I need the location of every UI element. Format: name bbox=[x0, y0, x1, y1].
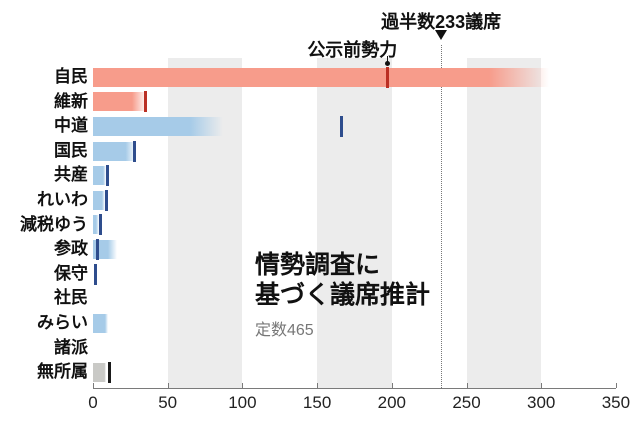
pre-election-tick bbox=[94, 263, 98, 285]
party-rows: 自民維新中道国民共産れいわ減税ゆう参政保守社民みらい諸派無所属 bbox=[0, 65, 640, 385]
party-row: 減税ゆう bbox=[0, 213, 640, 238]
x-axis-label: 100 bbox=[228, 393, 257, 412]
party-row: 諸派 bbox=[0, 336, 640, 361]
chart-title-line1: 情勢調査に bbox=[255, 251, 381, 279]
x-axis-tick bbox=[167, 383, 169, 388]
party-label: 参政 bbox=[54, 239, 88, 259]
x-axis-label: 0 bbox=[88, 393, 98, 412]
party-row: 保守 bbox=[0, 262, 640, 287]
pre-election-tick bbox=[339, 115, 343, 137]
pre-election-tick bbox=[385, 66, 389, 88]
estimate-bar bbox=[93, 92, 147, 112]
estimate-bar bbox=[93, 67, 549, 87]
x-axis-label: 300 bbox=[527, 393, 556, 412]
bar-track bbox=[93, 237, 640, 262]
bar-track bbox=[93, 188, 640, 213]
party-label: 諸派 bbox=[54, 337, 88, 357]
party-row: 社民 bbox=[0, 286, 640, 311]
bar-track bbox=[93, 336, 640, 361]
chart-title-line2: 基づく議席推計 bbox=[255, 281, 431, 309]
estimate-bar bbox=[93, 362, 107, 382]
party-row: みらい bbox=[0, 311, 640, 336]
party-label: 国民 bbox=[54, 140, 88, 160]
pre-election-tick bbox=[95, 238, 99, 260]
x-axis-tick bbox=[317, 383, 319, 388]
estimate-bar bbox=[93, 239, 117, 259]
estimate-bar bbox=[93, 190, 105, 210]
shaded-band bbox=[317, 58, 392, 388]
pre-election-tick bbox=[106, 165, 110, 187]
x-axis-label: 50 bbox=[158, 393, 178, 412]
estimate-bar bbox=[93, 215, 99, 235]
x-axis-tick bbox=[615, 383, 617, 388]
pre-election-tick bbox=[107, 361, 111, 383]
leader-line bbox=[387, 56, 389, 62]
shaded-band bbox=[167, 58, 243, 388]
bar-track bbox=[93, 163, 640, 188]
party-label: 無所属 bbox=[37, 362, 88, 382]
pre-election-tick bbox=[143, 91, 147, 113]
estimate-bar bbox=[93, 116, 223, 136]
chart-subtitle: 定数465 bbox=[255, 322, 314, 339]
x-axis-label: 350 bbox=[601, 393, 631, 412]
x-axis-tick bbox=[466, 383, 468, 388]
majority-annotation: 過半数233議席 bbox=[381, 12, 502, 32]
party-row: 無所属 bbox=[0, 360, 640, 385]
x-axis-tick bbox=[391, 383, 393, 388]
party-label: 中道 bbox=[54, 116, 88, 136]
party-label: 減税ゆう bbox=[20, 214, 88, 234]
party-label: 保守 bbox=[54, 263, 88, 283]
party-label: れいわ bbox=[37, 189, 88, 209]
x-axis-tick bbox=[541, 383, 543, 388]
bar-track bbox=[93, 213, 640, 238]
estimate-bar bbox=[93, 166, 107, 186]
party-row: れいわ bbox=[0, 188, 640, 213]
party-row: 国民 bbox=[0, 139, 640, 164]
bar-track bbox=[93, 65, 640, 90]
estimate-bar bbox=[93, 141, 137, 161]
bar-track bbox=[93, 114, 640, 139]
x-axis-label: 150 bbox=[302, 393, 332, 412]
shaded-band bbox=[466, 58, 542, 388]
majority-line bbox=[441, 45, 443, 388]
party-label: みらい bbox=[37, 312, 88, 332]
party-label: 維新 bbox=[54, 91, 88, 111]
bar-track bbox=[93, 311, 640, 336]
party-row: 共産 bbox=[0, 163, 640, 188]
party-label: 共産 bbox=[54, 165, 88, 185]
party-row: 自民 bbox=[0, 65, 640, 90]
x-axis-tick bbox=[242, 383, 244, 388]
x-axis bbox=[93, 388, 616, 389]
bar-track bbox=[93, 90, 640, 115]
x-axis-label: 250 bbox=[452, 393, 481, 412]
party-row: 参政 bbox=[0, 237, 640, 262]
bar-track bbox=[93, 139, 640, 164]
chart-title: 情勢調査に 基づく議席推計 bbox=[255, 250, 430, 310]
majority-marker-icon bbox=[435, 30, 448, 40]
pre-election-annotation: 公示前勢力 bbox=[307, 40, 398, 60]
party-row: 維新 bbox=[0, 90, 640, 115]
party-label: 自民 bbox=[54, 67, 88, 86]
bar-track bbox=[93, 262, 640, 287]
x-axis-label: 200 bbox=[377, 393, 406, 412]
party-label: 社民 bbox=[54, 288, 88, 308]
pre-election-tick bbox=[104, 189, 108, 211]
leader-dot-icon bbox=[385, 61, 391, 66]
pre-election-tick bbox=[98, 214, 102, 236]
party-row: 中道 bbox=[0, 114, 640, 139]
estimate-bar bbox=[93, 313, 108, 333]
pre-election-tick bbox=[133, 140, 137, 162]
x-axis-tick bbox=[93, 383, 94, 388]
bar-track bbox=[93, 360, 640, 385]
